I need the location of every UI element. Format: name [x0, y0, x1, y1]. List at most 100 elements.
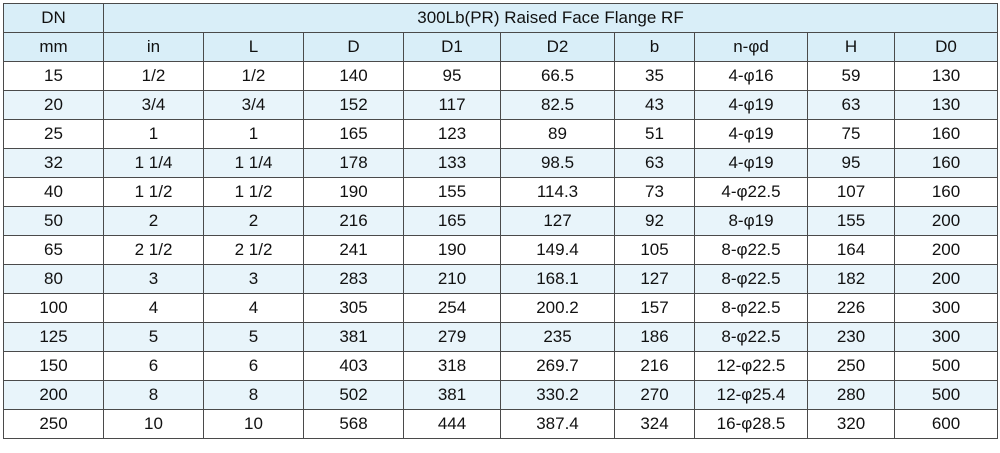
table-cell: 82.5: [500, 90, 615, 120]
column-header-cell: n-φd: [694, 32, 808, 62]
table-cell: 12-φ25.4: [694, 380, 808, 410]
column-header-cell: H: [807, 32, 895, 62]
table-cell: 65: [3, 235, 104, 265]
dn-header-cell: DN: [3, 3, 104, 33]
column-header-cell: D0: [894, 32, 998, 62]
table-title-cell: 300Lb(PR) Raised Face Flange RF: [103, 3, 998, 33]
table-title-row: DN 300Lb(PR) Raised Face Flange RF: [3, 3, 998, 33]
table-cell: 3/4: [203, 90, 304, 120]
table-cell: 8-φ22.5: [694, 264, 808, 294]
table-cell: 178: [303, 148, 404, 178]
table-cell: 160: [894, 148, 998, 178]
table-cell: 152: [303, 90, 404, 120]
table-cell: 95: [807, 148, 895, 178]
table-cell: 182: [807, 264, 895, 294]
table-cell: 3: [103, 264, 204, 294]
table-row: 40 1 1/2 1 1/2 190 155 114.3 73 4-φ22.5 107 160: [3, 177, 998, 207]
table-cell: 4-φ19: [694, 148, 808, 178]
table-cell: 200.2: [500, 293, 615, 323]
table-cell: 2 1/2: [103, 235, 204, 265]
table-cell: 1/2: [103, 61, 204, 91]
table-cell: 2: [203, 206, 304, 236]
table-cell: 80: [3, 264, 104, 294]
table-cell: 150: [3, 351, 104, 381]
table-cell: 216: [303, 206, 404, 236]
table-cell: 250: [3, 409, 104, 439]
table-cell: 127: [500, 206, 615, 236]
table-cell: 10: [103, 409, 204, 439]
table-cell: 165: [303, 119, 404, 149]
table-cell: 1 1/2: [203, 177, 304, 207]
table-cell: 59: [807, 61, 895, 91]
table-cell: 305: [303, 293, 404, 323]
table-cell: 2: [103, 206, 204, 236]
table-cell: 165: [403, 206, 501, 236]
table-cell: 140: [303, 61, 404, 91]
table-cell: 8: [203, 380, 304, 410]
table-cell: 381: [303, 322, 404, 352]
table-cell: 190: [403, 235, 501, 265]
table-cell: 216: [614, 351, 695, 381]
table-row: 65 2 1/2 2 1/2 241 190 149.4 105 8-φ22.5 164 200: [3, 235, 998, 265]
table-row: 150 6 6 403 318 269.7 216 12-φ22.5 250 500: [3, 351, 998, 381]
table-cell: 387.4: [500, 409, 615, 439]
column-header-row: mm in L D D1 D2 b n-φd H D0: [3, 32, 998, 62]
table-row: 100 4 4 305 254 200.2 157 8-φ22.5 226 300: [3, 293, 998, 323]
table-cell: 105: [614, 235, 695, 265]
table-cell: 155: [403, 177, 501, 207]
flange-dimension-table-wrapper: DN 300Lb(PR) Raised Face Flange RF mm in L…: [3, 3, 998, 439]
table-cell: 280: [807, 380, 895, 410]
table-cell: 270: [614, 380, 695, 410]
table-row: 50 2 2 216 165 127 92 8-φ19 155 200: [3, 206, 998, 236]
table-cell: 5: [103, 322, 204, 352]
table-cell: 226: [807, 293, 895, 323]
table-cell: 500: [894, 351, 998, 381]
table-row: 20 3/4 3/4 152 117 82.5 43 4-φ19 63 130: [3, 90, 998, 120]
table-cell: 3: [203, 264, 304, 294]
table-cell: 149.4: [500, 235, 615, 265]
table-cell: 3/4: [103, 90, 204, 120]
table-row: 80 3 3 283 210 168.1 127 8-φ22.5 182 200: [3, 264, 998, 294]
column-header-cell: D: [303, 32, 404, 62]
column-header-cell: L: [203, 32, 304, 62]
column-header-cell: in: [103, 32, 204, 62]
table-cell: 1 1/4: [103, 148, 204, 178]
table-cell: 250: [807, 351, 895, 381]
table-cell: 1/2: [203, 61, 304, 91]
table-cell: 241: [303, 235, 404, 265]
flange-dimension-table: DN 300Lb(PR) Raised Face Flange RF mm in L…: [3, 3, 998, 439]
table-row: 125 5 5 381 279 235 186 8-φ22.5 230 300: [3, 322, 998, 352]
table-cell: 320: [807, 409, 895, 439]
table-row: 200 8 8 502 381 330.2 270 12-φ25.4 280 500: [3, 380, 998, 410]
table-cell: 8: [103, 380, 204, 410]
table-cell: 92: [614, 206, 695, 236]
table-cell: 43: [614, 90, 695, 120]
table-cell: 160: [894, 177, 998, 207]
table-row: 250 10 10 568 444 387.4 324 16-φ28.5 320 600: [3, 409, 998, 439]
table-cell: 210: [403, 264, 501, 294]
table-cell: 117: [403, 90, 501, 120]
table-cell: 4-φ16: [694, 61, 808, 91]
table-row: 32 1 1/4 1 1/4 178 133 98.5 63 4-φ19 95 160: [3, 148, 998, 178]
table-cell: 20: [3, 90, 104, 120]
table-cell: 4-φ19: [694, 90, 808, 120]
table-cell: 1 1/4: [203, 148, 304, 178]
table-cell: 4: [103, 293, 204, 323]
column-header-cell: D2: [500, 32, 615, 62]
table-cell: 15: [3, 61, 104, 91]
table-cell: 114.3: [500, 177, 615, 207]
table-cell: 200: [894, 264, 998, 294]
table-cell: 1 1/2: [103, 177, 204, 207]
table-cell: 283: [303, 264, 404, 294]
table-cell: 100: [3, 293, 104, 323]
table-cell: 200: [3, 380, 104, 410]
table-cell: 200: [894, 206, 998, 236]
table-cell: 200: [894, 235, 998, 265]
table-cell: 269.7: [500, 351, 615, 381]
column-header-cell: b: [614, 32, 695, 62]
table-cell: 230: [807, 322, 895, 352]
table-cell: 16-φ28.5: [694, 409, 808, 439]
table-cell: 500: [894, 380, 998, 410]
table-cell: 25: [3, 119, 104, 149]
table-cell: 600: [894, 409, 998, 439]
